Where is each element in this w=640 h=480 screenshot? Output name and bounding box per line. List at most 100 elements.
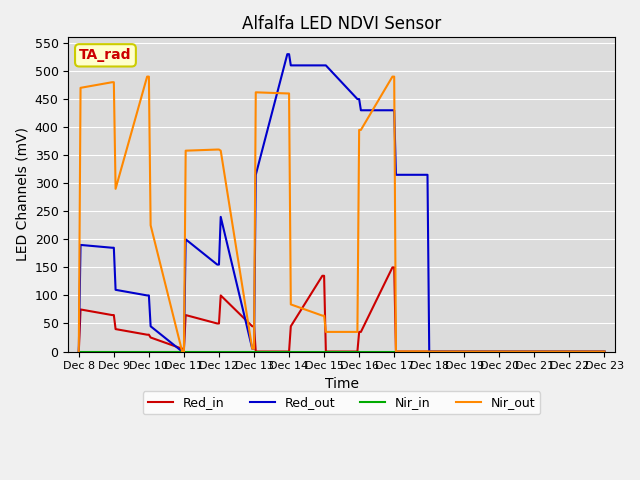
Nir_out — [143, 74, 151, 80]
Red_out — [427, 348, 435, 354]
Nir_out — [179, 348, 186, 354]
Red_in — [460, 348, 468, 354]
Red_in — [215, 321, 223, 326]
Nir_out — [600, 348, 608, 354]
Red_out — [531, 348, 538, 354]
Red_out — [392, 172, 400, 178]
Nir_out — [248, 346, 256, 352]
Red_out — [284, 51, 291, 57]
X-axis label: Time: Time — [324, 377, 358, 391]
Red_in — [319, 273, 326, 279]
Red_out — [462, 348, 470, 354]
Red_in — [180, 346, 188, 352]
Red_out — [112, 287, 120, 293]
Red_in — [287, 324, 294, 329]
Red_out — [566, 348, 573, 354]
Nir_out — [497, 348, 505, 354]
Red_out — [426, 348, 433, 354]
Red_in — [390, 264, 398, 270]
Red_in — [462, 348, 470, 354]
Line: Nir_out: Nir_out — [79, 77, 604, 351]
Nir_out — [252, 89, 260, 95]
Red_in — [567, 348, 575, 354]
Red_in — [108, 312, 116, 318]
Red_out — [532, 348, 540, 354]
Nir_out — [529, 348, 536, 354]
Red_out — [390, 108, 398, 113]
Legend: Red_in, Red_out, Nir_in, Nir_out: Red_in, Red_out, Nir_in, Nir_out — [143, 391, 540, 414]
Red_in — [531, 348, 538, 354]
Red_out — [213, 262, 221, 267]
Red_in — [392, 348, 400, 354]
Nir_out — [75, 348, 83, 354]
Nir_out — [180, 348, 188, 354]
Text: TA_rad: TA_rad — [79, 48, 132, 62]
Nir_out — [217, 148, 225, 154]
Red_out — [357, 108, 365, 113]
Nir_out — [493, 348, 501, 354]
Red_out — [179, 348, 186, 354]
Nir_out — [427, 348, 435, 354]
Red_out — [497, 348, 505, 354]
Nir_out — [390, 74, 398, 80]
Nir_out — [357, 127, 365, 133]
Nir_out — [322, 329, 330, 335]
Nir_out — [112, 186, 120, 192]
Red_out — [147, 324, 154, 329]
Line: Red_out: Red_out — [79, 54, 604, 351]
Red_in — [217, 292, 225, 298]
Red_out — [424, 172, 431, 178]
Red_in — [600, 348, 608, 354]
Red_out — [182, 237, 189, 242]
Nir_out — [215, 147, 223, 153]
Red_in — [182, 312, 189, 318]
Nir_out — [388, 74, 396, 80]
Y-axis label: LED Channels (mV): LED Channels (mV) — [15, 127, 29, 262]
Red_out — [77, 242, 84, 248]
Red_in — [566, 348, 573, 354]
Nir_out — [319, 313, 326, 319]
Red_in — [75, 348, 83, 354]
Red_in — [179, 346, 186, 352]
Red_out — [320, 62, 328, 68]
Red_in — [147, 335, 154, 340]
Nir_out — [108, 79, 116, 85]
Red_in — [427, 348, 435, 354]
Nir_out — [424, 348, 431, 354]
Nir_out — [392, 348, 400, 354]
Nir_out — [495, 348, 503, 354]
Red_out — [248, 346, 256, 352]
Nir_out — [110, 79, 118, 85]
Red_in — [388, 264, 396, 270]
Red_in — [284, 348, 291, 354]
Nir_out — [564, 348, 572, 354]
Red_out — [180, 348, 188, 354]
Red_out — [459, 348, 467, 354]
Red_out — [388, 108, 396, 113]
Nir_out — [531, 348, 538, 354]
Red_in — [426, 348, 433, 354]
Nir_out — [287, 301, 294, 307]
Red_in — [497, 348, 505, 354]
Nir_out — [77, 85, 84, 91]
Red_out — [353, 96, 361, 102]
Red_out — [217, 214, 225, 220]
Red_in — [252, 348, 260, 354]
Nir_out — [182, 148, 189, 154]
Red_out — [215, 262, 223, 267]
Red_out — [250, 346, 258, 352]
Red_out — [287, 62, 294, 68]
Red_out — [460, 348, 468, 354]
Red_out — [599, 348, 607, 354]
Nir_out — [355, 127, 363, 133]
Nir_out — [320, 313, 328, 319]
Red_in — [77, 307, 84, 312]
Nir_out — [599, 348, 607, 354]
Red_in — [532, 348, 540, 354]
Red_in — [112, 326, 120, 332]
Nir_out — [147, 222, 154, 228]
Red_in — [353, 348, 361, 354]
Red_out — [145, 292, 153, 298]
Red_out — [75, 348, 83, 354]
Red_in — [143, 332, 151, 337]
